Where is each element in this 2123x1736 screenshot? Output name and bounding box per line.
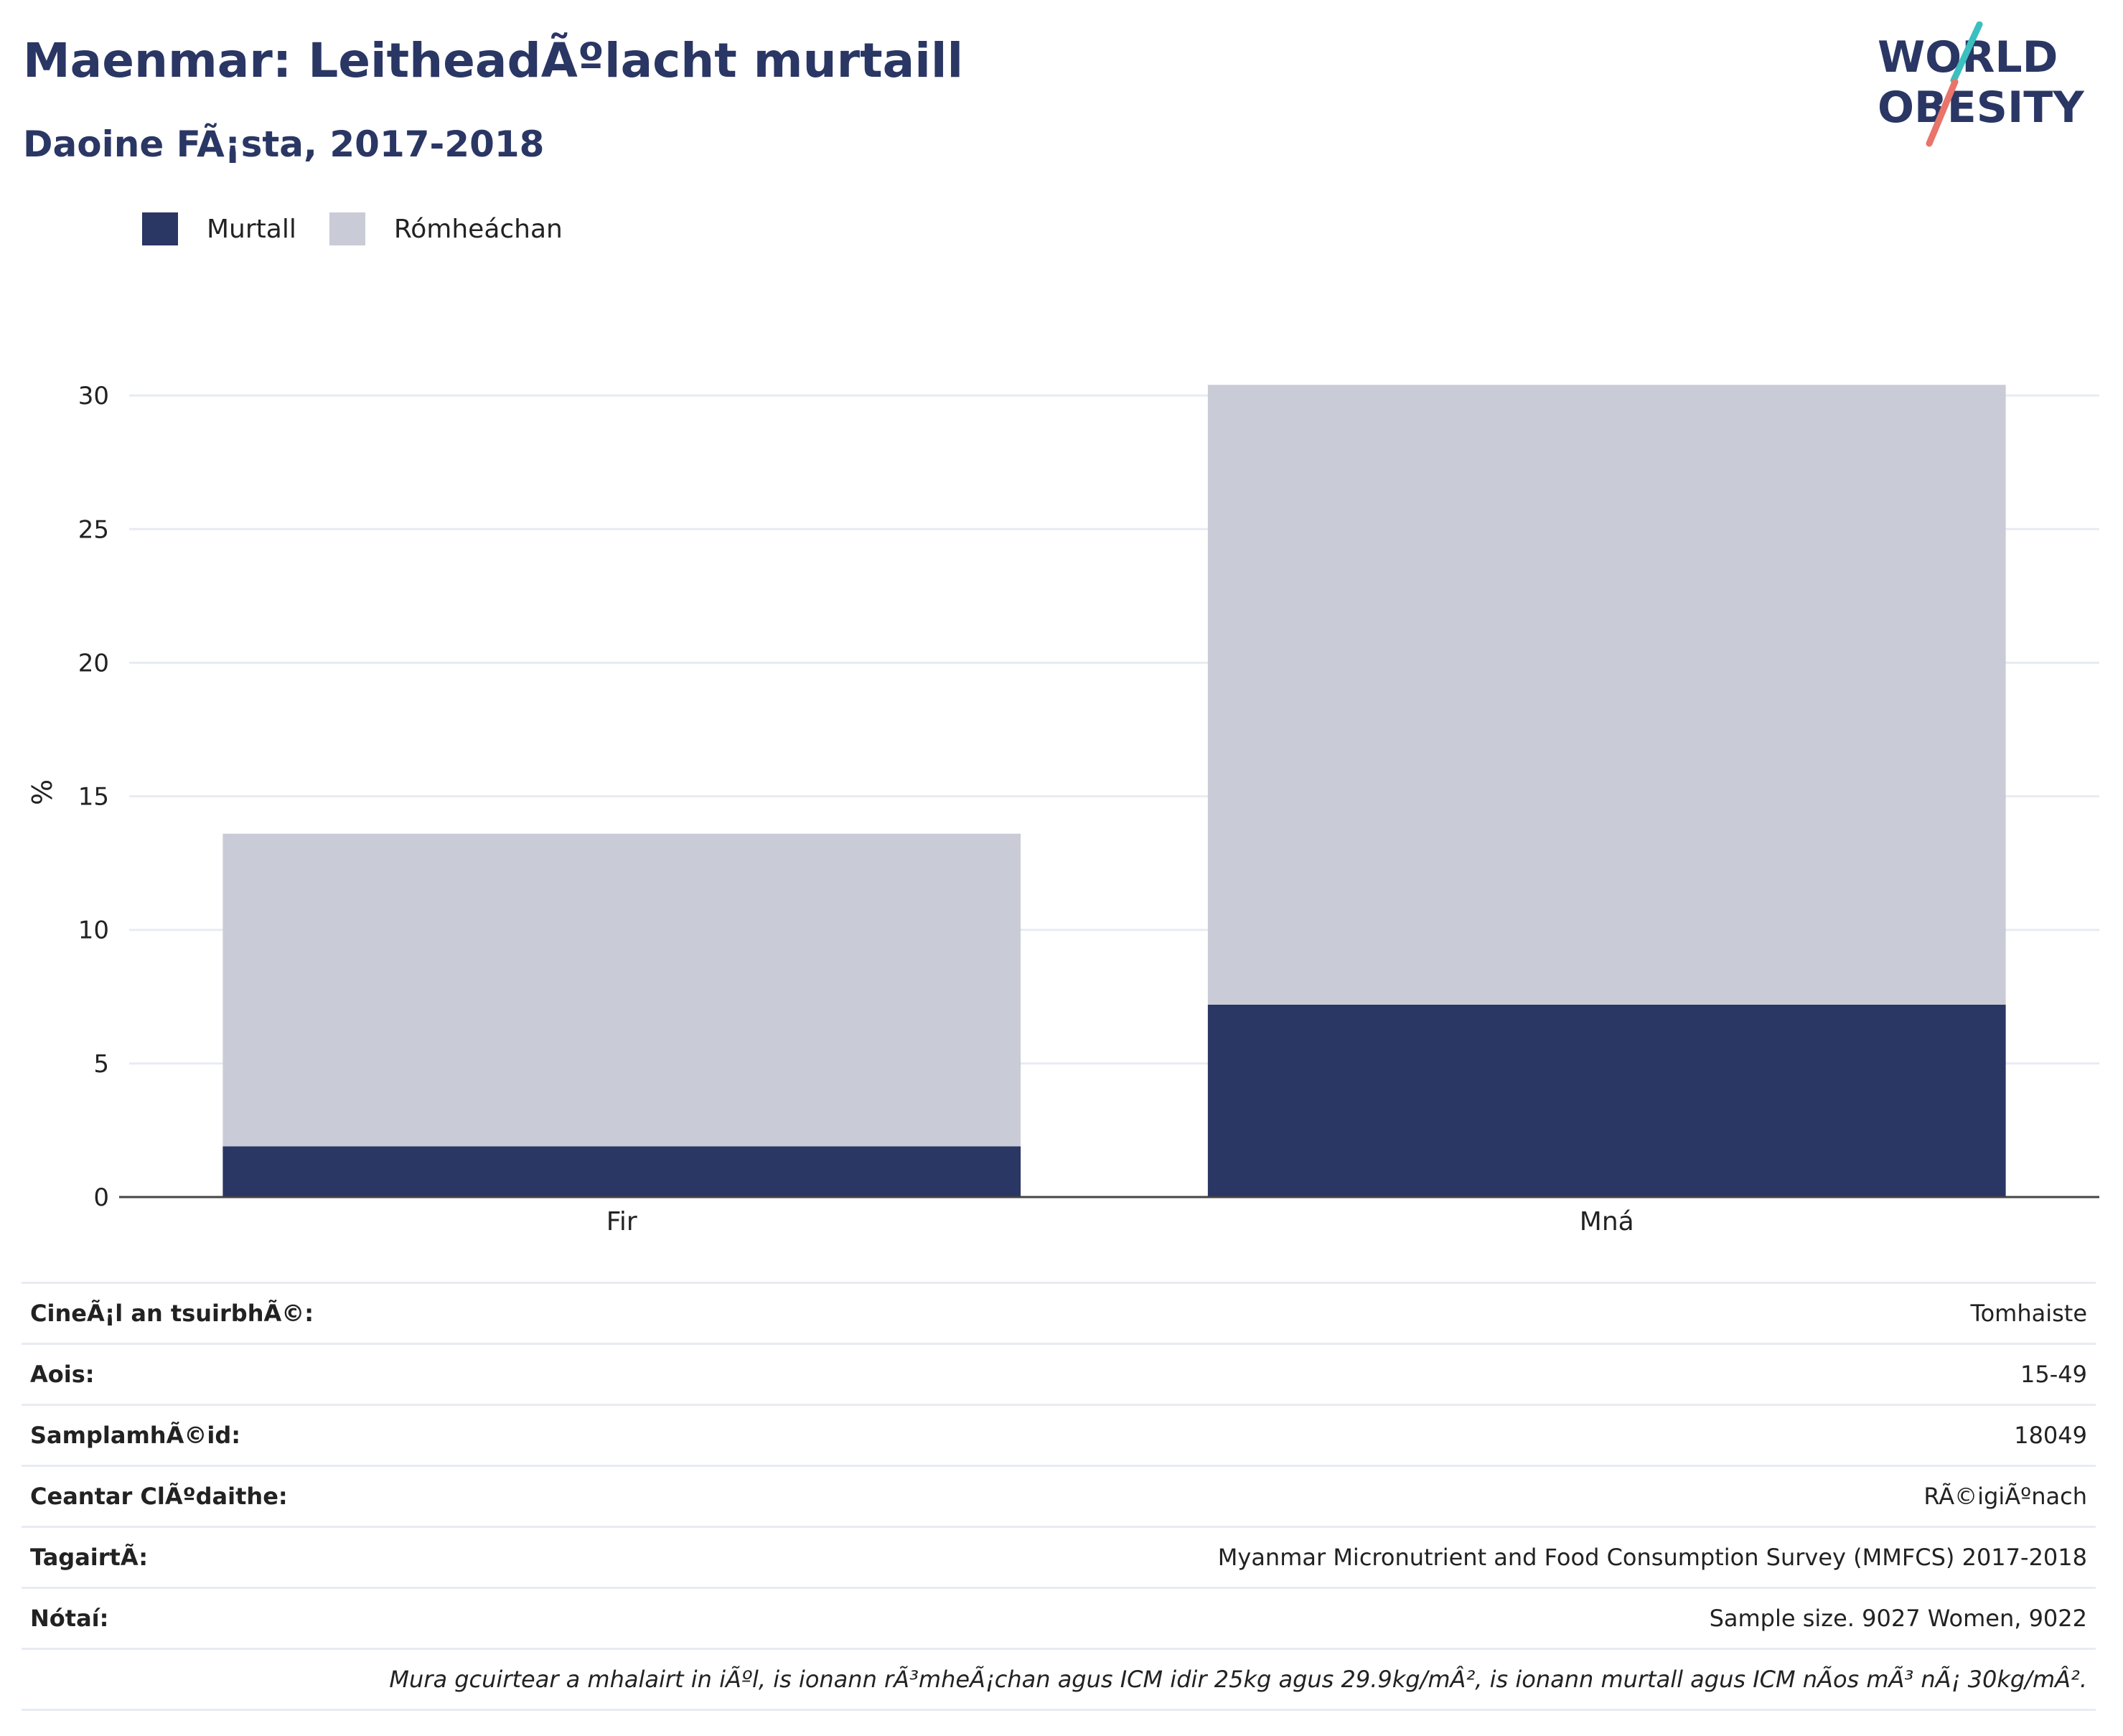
legend-swatch-obese (142, 212, 178, 245)
bar-fir-series-0 (222, 1146, 1021, 1197)
logo-slash-coral (1926, 78, 1959, 147)
chart-title: Maenmar: LeitheadÃºlacht murtaill (23, 33, 964, 88)
info-row: Nótaí: Sample size. 9027 Women, 9022 (22, 1587, 2096, 1649)
info-row: CineÃ¡l an tsuirbhÃ©: Tomhaiste (22, 1282, 2096, 1344)
footnote: Mura gcuirtear a mhalairt in iÃºl, is io… (22, 1648, 2096, 1711)
y-tick-label: 25 (78, 515, 109, 544)
legend-label-overweight: Rómheáchan (393, 214, 563, 244)
info-value: RÃ©igiÃºnach (547, 1465, 2096, 1527)
info-row: Ceantar ClÃºdaithe: RÃ©igiÃºnach (22, 1465, 2096, 1527)
info-row: TagairtÃ: Myanmar Micronutrient and Food … (22, 1526, 2096, 1588)
legend-label-obese: Murtall (207, 214, 296, 244)
info-value: 15-49 (547, 1343, 2096, 1405)
footnote-row: Mura gcuirtear a mhalairt in iÃºl, is io… (22, 1648, 2096, 1711)
info-value: 18049 (547, 1404, 2096, 1466)
logo-slash-teal (1950, 22, 1983, 84)
info-value: Myanmar Micronutrient and Food Consumpti… (547, 1526, 2096, 1588)
y-tick-label: 5 (93, 1050, 109, 1079)
x-tick-label: Fir (606, 1207, 637, 1234)
info-key: Aois: (22, 1343, 548, 1405)
bar-mn-series-0 (1207, 1004, 2006, 1197)
info-row: SamplamhÃ©id: 18049 (22, 1404, 2096, 1466)
y-tick-label: 10 (78, 916, 109, 945)
legend-item-overweight[interactable]: Rómheáchan (329, 212, 563, 245)
logo-text-line2: OBESITY (1878, 83, 2085, 133)
info-key: Nótaí: (22, 1587, 548, 1649)
legend-item-obese[interactable]: Murtall (142, 212, 296, 245)
info-key: TagairtÃ: (22, 1526, 548, 1588)
stacked-bar-chart: 0 5 10 15 20 25 30% Fir Mná (27, 382, 2099, 1234)
y-tick-label: 0 (93, 1183, 109, 1212)
legend-swatch-overweight (329, 212, 365, 245)
info-key: Ceantar ClÃºdaithe: (22, 1465, 548, 1527)
y-tick-label: 15 (78, 783, 109, 812)
info-key: CineÃ¡l an tsuirbhÃ©: (22, 1282, 548, 1344)
world-obesity-logo: WORLD OBESITY (1878, 22, 2085, 147)
x-tick-label: Mná (1580, 1207, 1634, 1234)
chart-legend: Murtall Rómheáchan (142, 212, 596, 245)
info-key: SamplamhÃ©id: (22, 1404, 548, 1466)
y-tick-label: 30 (78, 382, 109, 410)
info-value: Tomhaiste (547, 1282, 2096, 1344)
info-table: CineÃ¡l an tsuirbhÃ©: Tomhaiste Aois: 15-49… (22, 1282, 2096, 1711)
chart-subtitle: Daoine FÃ¡sta, 2017-2018 (23, 123, 545, 165)
y-tick-label: 20 (78, 649, 109, 677)
y-axis-title: % (27, 779, 58, 805)
bar-mn-series-1 (1207, 385, 2006, 1005)
info-row: Aois: 15-49 (22, 1343, 2096, 1405)
bar-fir-series-1 (222, 833, 1021, 1147)
info-value: Sample size. 9027 Women, 9022 (547, 1587, 2096, 1649)
